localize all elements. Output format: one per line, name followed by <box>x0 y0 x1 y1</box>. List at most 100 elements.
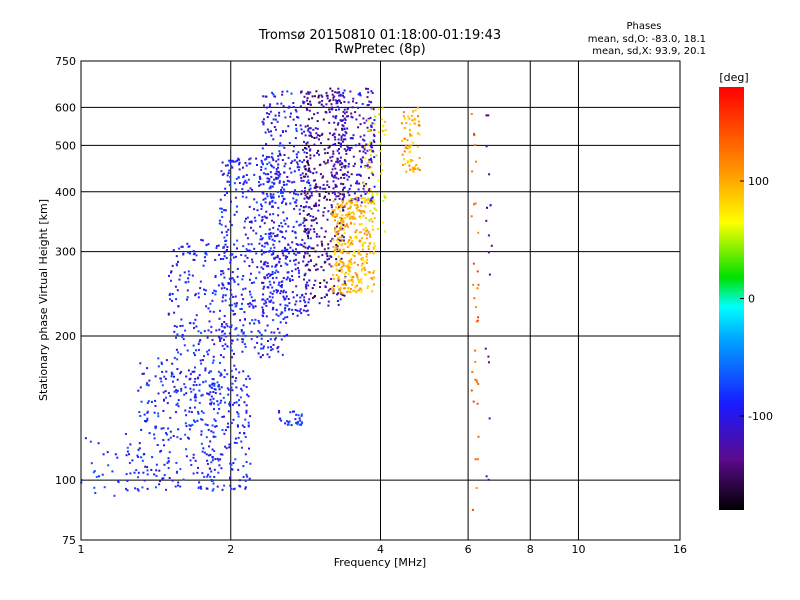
data-point <box>254 305 257 308</box>
data-point <box>355 229 358 232</box>
data-point <box>165 488 167 491</box>
data-point <box>222 272 225 275</box>
data-point <box>339 216 341 219</box>
data-point <box>203 256 206 259</box>
data-point <box>155 474 158 477</box>
data-point <box>159 377 162 380</box>
data-point <box>306 159 309 162</box>
data-point <box>182 478 185 481</box>
data-point <box>305 107 308 110</box>
data-point <box>300 179 303 182</box>
data-point <box>253 322 256 325</box>
data-point <box>342 193 345 196</box>
data-point <box>308 188 311 191</box>
data-point <box>334 174 336 177</box>
data-point <box>337 241 340 244</box>
data-point <box>342 228 345 231</box>
data-point <box>298 423 301 426</box>
data-point <box>335 239 338 242</box>
data-point <box>365 230 368 233</box>
data-point <box>343 232 346 235</box>
data-point <box>251 261 254 264</box>
data-point <box>341 173 344 176</box>
data-point <box>245 164 248 167</box>
data-point <box>126 446 129 449</box>
data-point <box>265 143 268 146</box>
data-point <box>239 485 242 488</box>
data-point <box>294 253 297 256</box>
data-point <box>334 193 337 196</box>
data-point <box>150 468 153 471</box>
data-point <box>349 204 352 207</box>
data-point <box>158 469 161 472</box>
data-point <box>409 168 411 171</box>
data-point <box>211 361 214 364</box>
data-point <box>344 131 347 133</box>
data-point <box>95 475 98 478</box>
data-point <box>278 150 281 153</box>
data-point <box>361 146 364 148</box>
data-point <box>307 127 310 130</box>
data-point <box>330 256 333 258</box>
x-tick-label: 10 <box>571 543 585 556</box>
data-point <box>272 319 275 322</box>
data-point <box>201 450 204 453</box>
data-point <box>276 120 279 123</box>
data-point <box>203 288 205 291</box>
data-point <box>322 118 325 121</box>
data-point <box>361 245 364 248</box>
data-point <box>417 120 420 123</box>
data-point <box>340 182 343 185</box>
data-point <box>365 119 368 122</box>
data-point <box>249 250 252 253</box>
data-point <box>341 206 344 209</box>
data-point <box>113 494 116 497</box>
data-point <box>256 335 259 338</box>
data-point <box>337 161 340 164</box>
data-point <box>173 311 176 314</box>
data-point <box>339 193 342 196</box>
data-point <box>173 390 176 393</box>
data-point <box>286 217 288 220</box>
data-point <box>369 154 372 157</box>
data-point <box>223 209 226 212</box>
data-point <box>238 431 241 434</box>
data-point <box>342 140 344 143</box>
data-point <box>213 384 216 387</box>
data-point <box>314 250 317 253</box>
data-point <box>252 306 255 309</box>
data-point <box>344 164 347 167</box>
data-point <box>309 292 312 295</box>
data-point <box>337 229 340 232</box>
data-point <box>284 307 287 310</box>
data-point <box>335 206 338 209</box>
data-point <box>273 182 275 185</box>
data-point <box>323 160 326 163</box>
data-point <box>238 158 241 161</box>
data-point <box>221 270 224 272</box>
data-point <box>412 167 415 169</box>
data-point <box>289 202 292 205</box>
data-point <box>318 195 321 198</box>
data-point <box>327 289 330 292</box>
data-point <box>229 220 232 223</box>
data-point <box>248 305 251 308</box>
data-point <box>476 458 479 461</box>
data-point <box>473 203 475 206</box>
data-point <box>265 155 268 158</box>
data-point <box>196 419 199 422</box>
data-point <box>341 163 344 165</box>
data-point <box>266 106 269 109</box>
data-point <box>288 105 291 108</box>
data-point <box>216 400 219 403</box>
data-point <box>240 440 243 443</box>
data-point <box>277 289 279 292</box>
data-point <box>343 173 346 175</box>
data-point <box>474 202 477 205</box>
data-point <box>259 238 262 241</box>
data-point <box>283 249 286 252</box>
data-point <box>300 177 303 179</box>
data-point <box>179 274 182 277</box>
data-point <box>236 424 239 427</box>
data-point <box>102 453 105 456</box>
